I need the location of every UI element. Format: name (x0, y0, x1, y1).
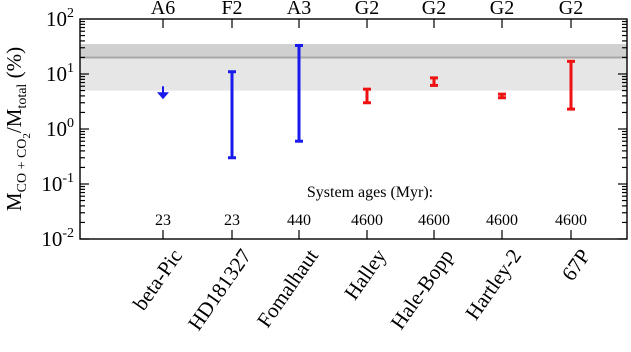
spectral-type-label: F2 (221, 0, 242, 19)
spectral-type-label: G2 (422, 0, 446, 19)
y-tick-label: 100 (46, 116, 74, 141)
error-bars (157, 43, 575, 160)
y-axis-label: MCO + CO2/Mtotal (%) (2, 47, 33, 211)
plot-frame (79, 18, 628, 240)
errorbar-beta-pic (157, 86, 169, 100)
age-label: 23 (224, 212, 240, 229)
age-label: 4600 (486, 212, 518, 229)
spectral-type-label: A6 (151, 0, 175, 19)
y-tick-base: 10 (41, 227, 62, 251)
errorbar-hd181327 (228, 70, 236, 160)
x-tick-label: Hartley-2 (460, 245, 526, 325)
age-label: 440 (287, 212, 311, 229)
spectral-type-labels: A6 F2 A3 G2 G2 G2 G2 (151, 0, 583, 19)
band-inner (80, 44, 627, 58)
errorbar-fomalhaut (295, 43, 303, 143)
y-axis-label-unit: (%) (2, 47, 26, 84)
errorbar-hale-bopp (430, 76, 438, 87)
x-tick-label: Hale-Bopp (386, 245, 459, 334)
y-tick-label: 102 (46, 6, 74, 31)
errorbar-67p (567, 59, 575, 111)
age-label: 4600 (418, 212, 450, 229)
x-tick-label: 67P (557, 245, 595, 286)
errorbar-hartley-2 (498, 92, 506, 100)
y-tick-label: 10-2 (41, 226, 74, 251)
y-tick-label: 101 (46, 61, 74, 86)
x-tick-label: Fomalhaut (252, 244, 323, 331)
age-labels: 23 23 440 4600 4600 4600 4600 (155, 212, 587, 229)
x-tick-label: HD181327 (183, 245, 256, 335)
age-label: 4600 (555, 212, 587, 229)
errorbar-halley (363, 87, 371, 105)
spectral-type-label: G2 (559, 0, 583, 19)
y-tick-exponent: -2 (62, 226, 74, 241)
spectral-type-label: A3 (287, 0, 311, 19)
y-axis-label-sub1: CO + CO (15, 139, 30, 193)
y-axis-label-sub2: total (15, 84, 30, 109)
y-tick-label: 10-1 (41, 171, 74, 196)
ages-title: System ages (Myr): (307, 184, 433, 201)
y-tick-exponent: -1 (62, 171, 74, 186)
age-label: 4600 (351, 212, 383, 229)
spectral-type-label: G2 (490, 0, 514, 19)
y-tick-exponent: 1 (67, 61, 74, 76)
spectral-type-label: G2 (355, 0, 379, 19)
x-tick-label: beta-Pic (128, 245, 187, 315)
upper-limit-arrow (157, 92, 169, 100)
age-label: 23 (155, 212, 171, 229)
y-tick-base: 10 (41, 172, 62, 196)
y-axis-label-slash: /M (2, 108, 26, 133)
x-tick-label: Halley (339, 244, 391, 304)
y-tick-base: 10 (46, 7, 67, 31)
y-tick-base: 10 (46, 117, 67, 141)
y-tick-exponent: 2 (67, 6, 74, 21)
y-axis-label-sub1-sub: 2 (21, 133, 33, 139)
solar-system-range-bands (80, 44, 627, 91)
y-tick-exponent: 0 (67, 116, 74, 131)
y-tick-base: 10 (46, 62, 67, 86)
y-axis-label-m: M (2, 192, 26, 211)
